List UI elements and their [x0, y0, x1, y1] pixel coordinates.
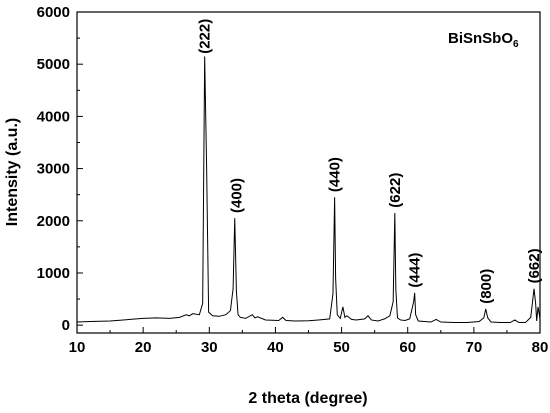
x-tick-label: 70 [466, 339, 483, 356]
peak-label: (444) [407, 253, 424, 288]
x-tick-label: 40 [267, 339, 284, 356]
x-tick-label: 30 [201, 339, 218, 356]
peak-label-layer: (222) (400) (440) (622) (444) (800) (662) [197, 19, 543, 304]
x-tick-label: 20 [135, 339, 152, 356]
y-tick-label: 3000 [37, 161, 70, 178]
y-axis-title: Intensity (a.u.) [4, 118, 21, 226]
plot-frame [76, 11, 541, 334]
compound-subscript: 6 [513, 39, 519, 50]
xrd-trace-layer [76, 56, 541, 324]
y-tick-label: 5000 [37, 56, 70, 73]
y-tick-label: 0 [62, 317, 70, 334]
x-axis-ticks: 10 20 30 40 50 60 70 80 [69, 327, 549, 356]
peak-label: (800) [478, 269, 495, 304]
peak-label: (400) [228, 178, 245, 213]
y-axis-ticks: 0 1000 2000 3000 4000 5000 6000 [37, 4, 83, 334]
y-tick-label: 2000 [37, 213, 70, 230]
y-tick-label: 4000 [37, 108, 70, 125]
y-tick-label: 6000 [37, 4, 70, 21]
x-axis-title: 2 theta (degree) [248, 390, 367, 407]
x-tick-label: 50 [333, 339, 350, 356]
peak-label: (622) [387, 173, 404, 208]
xrd-pattern-line [76, 56, 541, 324]
x-tick-label: 60 [399, 339, 416, 356]
x-tick-label: 80 [532, 339, 549, 356]
x-tick-label: 10 [69, 339, 86, 356]
compound-label: BiSnSbO6 [448, 30, 519, 50]
y-tick-label: 1000 [37, 265, 70, 282]
compound-formula: BiSnSbO [448, 30, 513, 47]
peak-label: (662) [526, 248, 543, 283]
peak-label: (440) [327, 157, 344, 192]
peak-label: (222) [197, 19, 214, 54]
plot-area: 10 20 30 40 50 60 70 80 01000200030004000500060… [37, 4, 549, 356]
